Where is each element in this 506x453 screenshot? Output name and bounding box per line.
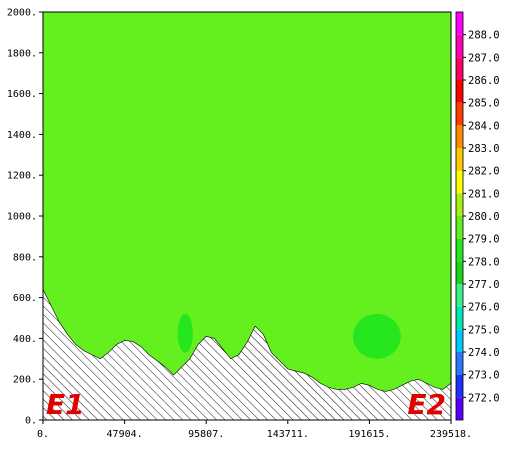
colorbar-swatch — [456, 148, 463, 171]
colorbar-tick-label: 284.0 — [468, 120, 500, 132]
colorbar-tick-label: 273.0 — [468, 370, 500, 382]
colorbar-tick-label: 277.0 — [468, 279, 500, 291]
x-axis-ticks: 0. 47904. 95807. 143711. 191615. 239518. — [37, 420, 472, 440]
contour-layers — [43, 4, 451, 420]
colorbar-tick-label: 281.0 — [468, 188, 500, 200]
colorbar-tick-label: 286.0 — [468, 75, 500, 87]
colorbar-swatch — [456, 170, 463, 194]
x-tick-label: 239518. — [430, 429, 472, 440]
y-tick-label: 1200. — [7, 171, 37, 182]
colorbar-swatch — [456, 261, 463, 284]
colorbar-swatch — [456, 216, 463, 239]
x-tick-label: 47904. — [107, 429, 143, 440]
colorbar-tick-label: 288.0 — [468, 30, 500, 42]
colorbar-tick-label: 279.0 — [468, 234, 500, 246]
colorbar-swatch — [456, 238, 463, 262]
x-tick-label: 0. — [37, 429, 49, 440]
colorbar-tick-label: 280.0 — [468, 211, 500, 223]
colorbar-swatch — [456, 102, 463, 126]
colorbar-swatch — [456, 12, 463, 35]
colorbar-swatch — [456, 125, 463, 148]
colorbar-tick-label: 275.0 — [468, 324, 500, 336]
colorbar-swatch — [456, 193, 463, 216]
y-tick-label: 1600. — [7, 89, 37, 100]
colorbar-swatch — [456, 57, 463, 80]
colorbar-swatch — [456, 306, 463, 330]
y-tick-label: 200. — [13, 375, 37, 386]
cold-pocket-3 — [353, 313, 401, 359]
colorbar-swatch — [456, 352, 463, 375]
y-tick-label: 2000. — [7, 8, 37, 19]
colorbar-swatch — [456, 374, 463, 398]
colorbar-tick-label: 272.0 — [468, 392, 500, 404]
cold-pocket-4 — [177, 313, 193, 353]
y-tick-label: 600. — [13, 293, 37, 304]
colorbar-tick-label: 278.0 — [468, 256, 500, 268]
terrain-hatch — [43, 289, 451, 420]
y-tick-label: 0. — [25, 416, 37, 427]
colorbar-tick-label: 282.0 — [468, 166, 500, 178]
y-tick-label: 400. — [13, 334, 37, 345]
layer-279 — [43, 12, 451, 278]
colorbar-tick-label: 283.0 — [468, 143, 500, 155]
colorbar-swatch — [456, 397, 463, 420]
y-tick-label: 1000. — [7, 212, 37, 223]
x-tick-label: 95807. — [188, 429, 224, 440]
colorbar-swatch — [456, 80, 463, 103]
colorbar-tick-label: 287.0 — [468, 52, 500, 64]
colorbar-swatch — [456, 284, 463, 307]
cold-pockets — [170, 279, 427, 386]
y-tick-label: 1800. — [7, 48, 37, 59]
colorbar: 272.0 273.0 274.0 275.0 276.0 277.0 278.0 279.0… — [455, 11, 500, 421]
layer-288 — [43, 4, 451, 12]
cold-pocket-2 — [218, 293, 233, 335]
y-tick-label: 1400. — [7, 130, 37, 141]
colorbar-swatch — [456, 34, 463, 58]
colorbar-tick-label: 276.0 — [468, 302, 500, 314]
endpoint-label-e2: E2 — [407, 388, 446, 421]
y-tick-label: 800. — [13, 252, 37, 263]
x-tick-label: 191615. — [348, 429, 390, 440]
endpoint-label-e1: E1 — [46, 388, 85, 421]
x-tick-label: 143711. — [267, 429, 309, 440]
colorbar-swatch — [456, 329, 463, 352]
y-axis-ticks: 0. 200. 400. 600. 800. 1000. 1200. 1400. 1600. 18… — [7, 8, 43, 427]
colorbar-tick-label: 274.0 — [468, 347, 500, 359]
colorbar-tick-label: 285.0 — [468, 98, 500, 110]
